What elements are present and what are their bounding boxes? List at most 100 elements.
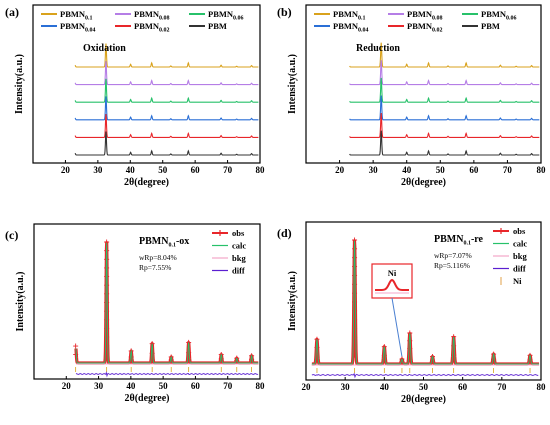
x-axis-label: 2θ(degree) — [124, 177, 169, 188]
x-tick-label: 30 — [94, 381, 104, 391]
x-tick-label: 20 — [62, 381, 72, 391]
series-line — [74, 96, 259, 121]
series-line — [74, 113, 259, 138]
legend-label: PBMN0.08 — [407, 9, 443, 22]
refinement-stat: Rp=7.55% — [139, 263, 171, 272]
x-tick-label: 20 — [302, 382, 312, 392]
series-line — [349, 95, 540, 121]
obs-marker — [407, 346, 413, 351]
panel-d: 20 30 40 50 60 70 80 2θ(degree) Intensity(a.u.) (… — [277, 221, 546, 405]
obs-marker — [104, 291, 110, 297]
x-tick-label: 70 — [503, 165, 513, 175]
obs-profile — [310, 239, 541, 366]
x-tick-label: 80 — [256, 165, 266, 175]
x-tick-label: 30 — [341, 382, 351, 392]
panel-a: 20 30 40 50 60 70 80 2θ(degree) Intensity(a.u.) (… — [5, 4, 266, 188]
obs-marker — [186, 350, 192, 356]
plot-frame — [33, 223, 261, 380]
series-line — [74, 131, 259, 156]
x-tick-label: 50 — [158, 165, 168, 175]
legend-label: PBMN0.1 — [333, 9, 366, 22]
series-line — [74, 43, 259, 68]
obs-marker — [352, 317, 358, 323]
obs-marker — [104, 282, 110, 288]
obs-marker — [128, 354, 134, 360]
obs-marker — [352, 326, 358, 332]
legend-label: PBMN0.02 — [134, 21, 170, 34]
series-line — [349, 77, 540, 103]
plot-frame — [32, 4, 261, 164]
legend-marker — [498, 228, 504, 234]
obs-marker — [104, 308, 110, 314]
x-tick-label: 50 — [419, 382, 429, 392]
series-line — [349, 42, 540, 68]
series-line — [349, 60, 540, 86]
obs-marker — [527, 357, 533, 363]
panel-label: (c) — [5, 228, 18, 242]
obs-marker — [430, 357, 436, 363]
obs-marker — [352, 299, 358, 305]
y-axis-label: Intensity(a.u.) — [15, 271, 26, 331]
legend-label: obs — [513, 226, 526, 236]
calc-line — [311, 240, 540, 365]
plot-frame — [305, 221, 542, 381]
legend-label: calc — [232, 241, 246, 251]
obs-marker — [451, 343, 457, 349]
legend-label: PBMN0.06 — [481, 9, 517, 22]
legend-label: PBM — [208, 21, 227, 31]
x-tick-label: 40 — [126, 381, 136, 391]
refinement-stat: wRp=8.04% — [139, 253, 177, 262]
refinement-stat: Rp=5.116% — [434, 261, 470, 270]
plot-frame — [305, 4, 542, 164]
sample-label: PBMN0.1-re — [434, 234, 484, 247]
y-axis-label: Intensity(a.u.) — [287, 271, 298, 331]
obs-marker — [104, 317, 110, 323]
legend-label: obs — [232, 228, 245, 238]
obs-marker — [314, 344, 320, 350]
series-line — [74, 61, 259, 86]
inset-frame — [371, 263, 413, 299]
x-tick-label: 60 — [191, 165, 201, 175]
legend-label: calc — [513, 239, 527, 249]
obs-marker — [149, 350, 155, 356]
series-line — [349, 130, 540, 156]
panel-label: (b) — [277, 5, 292, 19]
legend-label: PBMN0.04 — [333, 21, 369, 34]
obs-marker — [73, 352, 79, 358]
obs-marker — [218, 356, 224, 362]
sample-label: PBMN0.1-ox — [139, 236, 189, 249]
inset-pointer — [391, 297, 403, 357]
legend-label: diff — [232, 266, 245, 276]
x-axis-label: 2θ(degree) — [401, 394, 446, 405]
x-tick-label: 40 — [402, 165, 412, 175]
inset-peak — [375, 278, 409, 291]
calc-line — [75, 242, 259, 364]
obs-marker — [352, 308, 358, 314]
legend-label: PBMN0.04 — [60, 21, 96, 34]
series-line — [74, 78, 259, 103]
x-tick-label: 50 — [436, 165, 446, 175]
diff-line — [75, 371, 259, 378]
obs-marker — [104, 343, 110, 349]
legend-label: Ni — [513, 276, 522, 286]
panel-b: 20 30 40 50 60 70 80 2θ(degree) Intensity(a.u.) (… — [277, 4, 547, 188]
diff-line — [311, 372, 539, 379]
obs-marker — [352, 272, 358, 278]
x-tick-label: 30 — [369, 165, 379, 175]
x-tick-label: 80 — [256, 381, 266, 391]
obs-marker — [73, 343, 79, 349]
legend-label: bkg — [232, 253, 246, 263]
x-tick-label: 70 — [223, 381, 233, 391]
obs-marker — [314, 353, 320, 359]
x-tick-label: 80 — [537, 165, 547, 175]
x-axis-label: 2θ(degree) — [401, 177, 446, 188]
obs-marker — [104, 300, 110, 305]
panel-c: 20 30 40 50 60 70 80 2θ(degree) Intensity(a.u.) (… — [5, 223, 266, 404]
x-tick-label: 40 — [126, 165, 136, 175]
x-tick-label: 60 — [191, 381, 201, 391]
obs-marker — [104, 325, 110, 331]
x-tick-label: 60 — [458, 382, 468, 392]
obs-marker — [491, 356, 497, 362]
legend-label: bkg — [513, 251, 527, 261]
obs-marker — [451, 352, 457, 358]
